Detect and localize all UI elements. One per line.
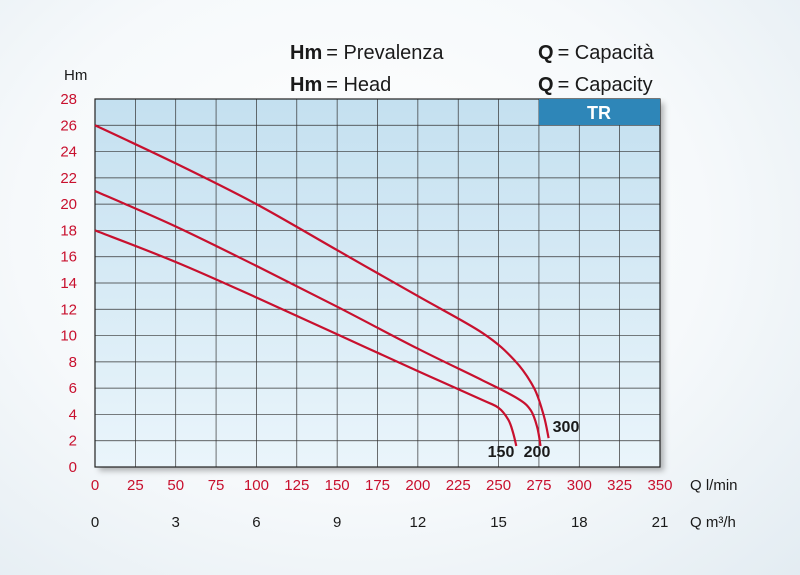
curves bbox=[94, 124, 550, 447]
plot-border bbox=[94, 98, 661, 468]
curve-150 bbox=[94, 229, 518, 447]
legend-symbol-hm: Hm bbox=[290, 42, 322, 64]
y-tick-label: 4 bbox=[69, 406, 77, 423]
x-tick-label: 300 bbox=[567, 477, 592, 494]
x-tick-label: 275 bbox=[526, 477, 551, 494]
legend-row-2-right: Q = Capacity bbox=[538, 74, 653, 96]
x2-tick-label: 0 bbox=[91, 514, 99, 531]
y-axis-label: Hm bbox=[64, 67, 87, 84]
y-tick-label: 16 bbox=[60, 249, 77, 266]
y-tick-label: 6 bbox=[69, 380, 77, 397]
legend-symbol-q: Q bbox=[538, 74, 554, 96]
y-tick-label: 18 bbox=[60, 222, 77, 239]
y-tick-label: 20 bbox=[60, 196, 77, 213]
legend-row-1-left: Hm = Prevalenza bbox=[290, 42, 444, 64]
legend-row-2-left: Hm = Head bbox=[290, 74, 391, 96]
y-tick-label: 8 bbox=[69, 354, 77, 371]
y-tick-label: 0 bbox=[69, 459, 77, 476]
legend-symbol-hm: Hm bbox=[290, 74, 322, 96]
grid bbox=[95, 99, 660, 467]
x2-tick-labels: 0 3 6 9 12 15 18 21 bbox=[91, 514, 669, 531]
curve-label-150: 150 bbox=[488, 444, 515, 461]
legend-text-head: = Head bbox=[326, 74, 391, 96]
x-tick-label: 350 bbox=[647, 477, 672, 494]
x2-tick-label: 6 bbox=[252, 514, 260, 531]
legend-text-capacity: = Capacity bbox=[558, 74, 653, 96]
legend-symbol-q: Q bbox=[538, 42, 554, 64]
x2-tick-label: 18 bbox=[571, 514, 588, 531]
curve-200 bbox=[94, 189, 542, 447]
y-tick-label: 12 bbox=[60, 301, 77, 318]
x-axis-label: Q l/min bbox=[690, 477, 738, 494]
x-tick-label: 200 bbox=[405, 477, 430, 494]
x2-tick-label: 3 bbox=[172, 514, 180, 531]
x2-tick-label: 15 bbox=[490, 514, 507, 531]
curve-label-200: 200 bbox=[524, 444, 551, 461]
x2-tick-label: 21 bbox=[652, 514, 669, 531]
x-tick-label: 250 bbox=[486, 477, 511, 494]
y-tick-label: 14 bbox=[60, 275, 77, 292]
x-tick-label: 150 bbox=[325, 477, 350, 494]
x-tick-label: 0 bbox=[91, 477, 99, 494]
curve-300 bbox=[94, 124, 550, 439]
x-tick-label: 175 bbox=[365, 477, 390, 494]
model-badge bbox=[539, 99, 660, 125]
y-tick-label: 26 bbox=[60, 117, 77, 134]
y-tick-label: 10 bbox=[60, 328, 77, 345]
x-tick-label: 125 bbox=[284, 477, 309, 494]
x2-tick-label: 12 bbox=[410, 514, 427, 531]
x-tick-label: 75 bbox=[208, 477, 225, 494]
x-tick-label: 25 bbox=[127, 477, 144, 494]
legend-text-capacita: = Capacità bbox=[558, 42, 655, 64]
x-tick-label: 50 bbox=[167, 477, 184, 494]
x-tick-label: 325 bbox=[607, 477, 632, 494]
x-tick-label: 100 bbox=[244, 477, 269, 494]
curve-label-300: 300 bbox=[553, 419, 580, 436]
x2-axis-label: Q m³/h bbox=[690, 514, 736, 531]
y-tick-label: 28 bbox=[60, 91, 77, 108]
x-tick-label: 225 bbox=[446, 477, 471, 494]
y-tick-label: 2 bbox=[69, 433, 77, 450]
legend-text-prevalenza: = Prevalenza bbox=[326, 42, 444, 64]
x2-tick-label: 9 bbox=[333, 514, 341, 531]
legend-row-1-right: Q = Capacità bbox=[538, 42, 655, 64]
y-tick-label: 24 bbox=[60, 144, 77, 161]
x-tick-labels: 0 25 50 75 100 125 150 175 200 225 250 275 300 325 350 bbox=[91, 477, 673, 494]
model-badge-label: TR bbox=[587, 103, 611, 123]
y-tick-label: 22 bbox=[60, 170, 77, 187]
